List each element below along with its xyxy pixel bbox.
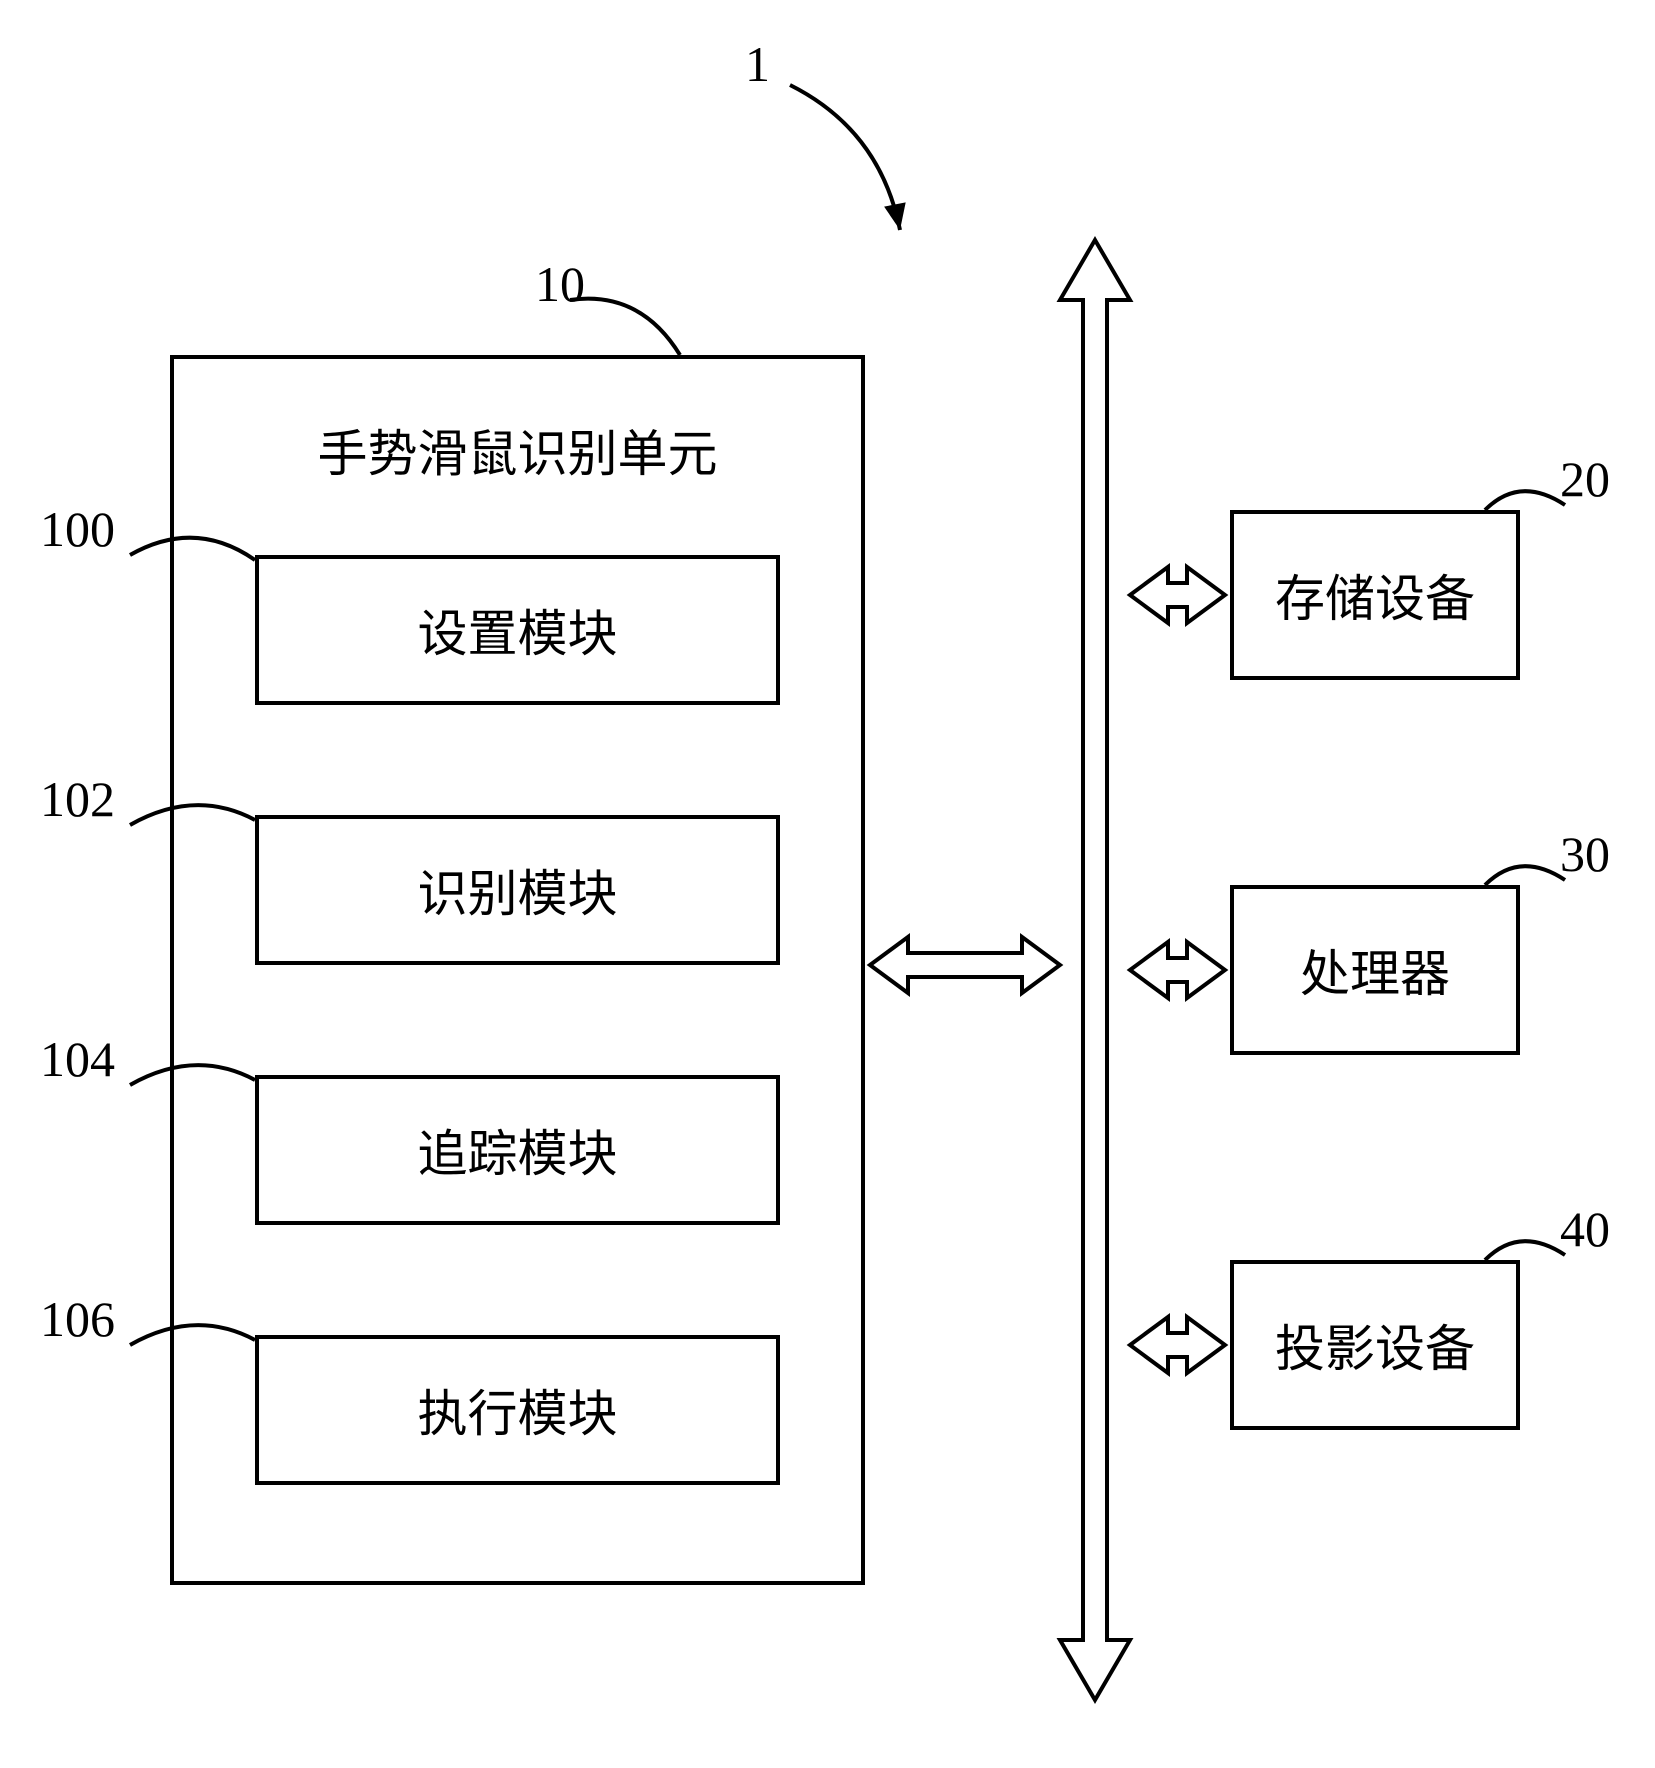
- bus-arrow-vertical: [1060, 240, 1130, 1700]
- label-system: 1: [745, 35, 770, 93]
- label-projector: 40: [1560, 1200, 1610, 1258]
- connector-arrow: [1130, 567, 1225, 623]
- label-module-settings: 100: [40, 500, 115, 558]
- label-module-execution: 106: [40, 1290, 115, 1348]
- projector-box: 投影设备: [1230, 1260, 1520, 1430]
- label-unit: 10: [535, 255, 585, 313]
- processor-box: 处理器: [1230, 885, 1520, 1055]
- connector-arrow: [870, 937, 1060, 993]
- module-recognition-box: 识别模块: [255, 815, 780, 965]
- leader-line: [790, 85, 900, 230]
- storage-box: 存储设备: [1230, 510, 1520, 680]
- module-tracking-box: 追踪模块: [255, 1075, 780, 1225]
- leader-arrowhead: [884, 202, 906, 230]
- label-module-tracking: 104: [40, 1030, 115, 1088]
- connector-arrow: [1130, 942, 1225, 998]
- unit-title: 手势滑鼠识别单元: [174, 414, 861, 486]
- connector-arrow: [1130, 1317, 1225, 1373]
- leader-line: [1485, 866, 1565, 885]
- diagram-canvas: 手势滑鼠识别单元设置模块识别模块追踪模块执行模块 存储设备处理器投影设备 1 10 10…: [0, 0, 1655, 1768]
- label-module-recognition: 102: [40, 770, 115, 828]
- label-processor: 30: [1560, 825, 1610, 883]
- label-storage: 20: [1560, 450, 1610, 508]
- module-execution-box: 执行模块: [255, 1335, 780, 1485]
- leader-line: [570, 299, 680, 355]
- leader-line: [1485, 491, 1565, 510]
- module-settings-box: 设置模块: [255, 555, 780, 705]
- leader-line: [1485, 1241, 1565, 1260]
